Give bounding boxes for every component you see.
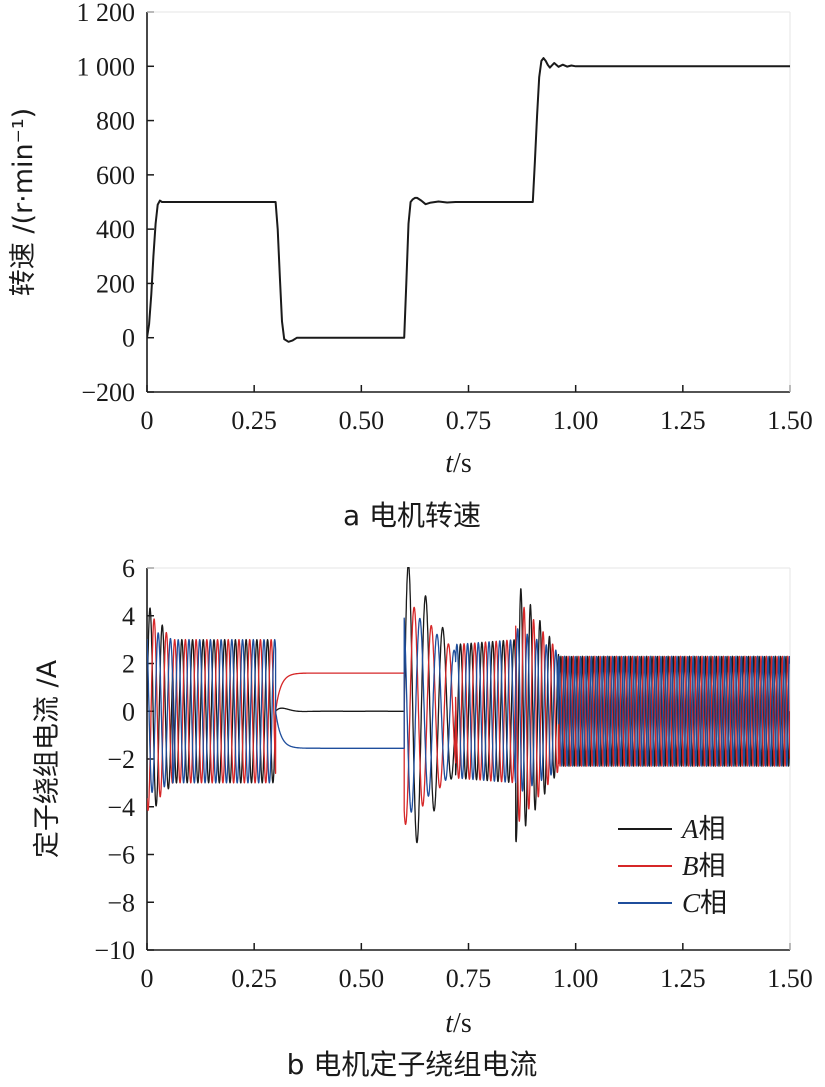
x-tick-label: 0.50 <box>339 964 385 993</box>
y-tick-label: 0 <box>122 697 135 726</box>
series-line-A <box>147 567 790 844</box>
legend-entry: A相 <box>680 814 726 845</box>
y-axis-label: 定子绕组电流 /A <box>32 659 63 858</box>
y-tick-label: 800 <box>96 107 135 136</box>
y-tick-label: 0 <box>122 324 135 353</box>
y-tick-label: 400 <box>96 215 135 244</box>
x-axis-label-var: t <box>445 448 454 479</box>
x-axis-label: t/s <box>445 448 471 479</box>
x-tick-label: 1.25 <box>660 964 706 993</box>
x-axis-label-var: t <box>445 1008 454 1039</box>
x-tick-label: 1.50 <box>767 406 813 435</box>
x-tick-label: 1.50 <box>767 964 813 993</box>
chart-caption: b 电机定子绕组电流 <box>287 1048 538 1081</box>
legend-suffix: 相 <box>700 888 727 919</box>
x-axis-label: t/s <box>445 1008 471 1039</box>
legend-var: B <box>682 851 699 881</box>
plot-area <box>147 567 790 844</box>
x-axis-label-unit: /s <box>453 448 472 479</box>
chart-caption: a 电机转速 <box>343 499 481 532</box>
series-line-B <box>147 606 790 826</box>
y-tick-label: −200 <box>81 378 135 407</box>
x-tick-label: 0.50 <box>339 406 385 435</box>
legend-var: A <box>680 814 699 844</box>
x-tick-label: 1.25 <box>660 406 706 435</box>
chart-b: −10 −8 −6 −4 −2 0 2 4 6 0 0.25 0.50 0.75 1.00 1.25 1.50… <box>32 554 813 1081</box>
x-tick-label: 1.00 <box>553 406 599 435</box>
y-tick-label: −8 <box>107 888 135 917</box>
y-tick-label: 1 200 <box>77 0 136 27</box>
series-line-0 <box>147 57 790 343</box>
x-tick-label: 0 <box>141 964 154 993</box>
legend-suffix: 相 <box>699 851 726 882</box>
plot-area <box>147 57 790 343</box>
y-tick-label: −4 <box>107 793 135 822</box>
y-tick-label: 4 <box>122 602 135 631</box>
y-tick-label: 200 <box>96 269 135 298</box>
x-tick-label: 0.25 <box>231 964 277 993</box>
x-tick-label: 1.00 <box>553 964 599 993</box>
y-tick-label: 1 000 <box>77 52 136 81</box>
series-line-C <box>147 617 790 813</box>
x-tick-label: 0.75 <box>446 964 492 993</box>
y-tick-label: 6 <box>122 554 135 583</box>
y-tick-label: −10 <box>94 936 135 965</box>
legend-entry: C相 <box>682 888 727 919</box>
y-tick-label: 600 <box>96 161 135 190</box>
x-tick-label: 0.75 <box>446 406 492 435</box>
y-tick-label: −6 <box>107 841 135 870</box>
x-tick-label: 0.25 <box>231 406 277 435</box>
y-tick-label: 2 <box>122 650 135 679</box>
y-tick-label: −2 <box>107 745 135 774</box>
y-axis-label: 转速 /(r·min⁻¹) <box>8 108 39 296</box>
legend-entry: B相 <box>682 851 726 882</box>
x-axis-label-unit: /s <box>453 1008 472 1039</box>
legend-var: C <box>682 888 701 918</box>
x-tick-label: 0 <box>141 406 154 435</box>
legend-suffix: 相 <box>699 814 726 845</box>
